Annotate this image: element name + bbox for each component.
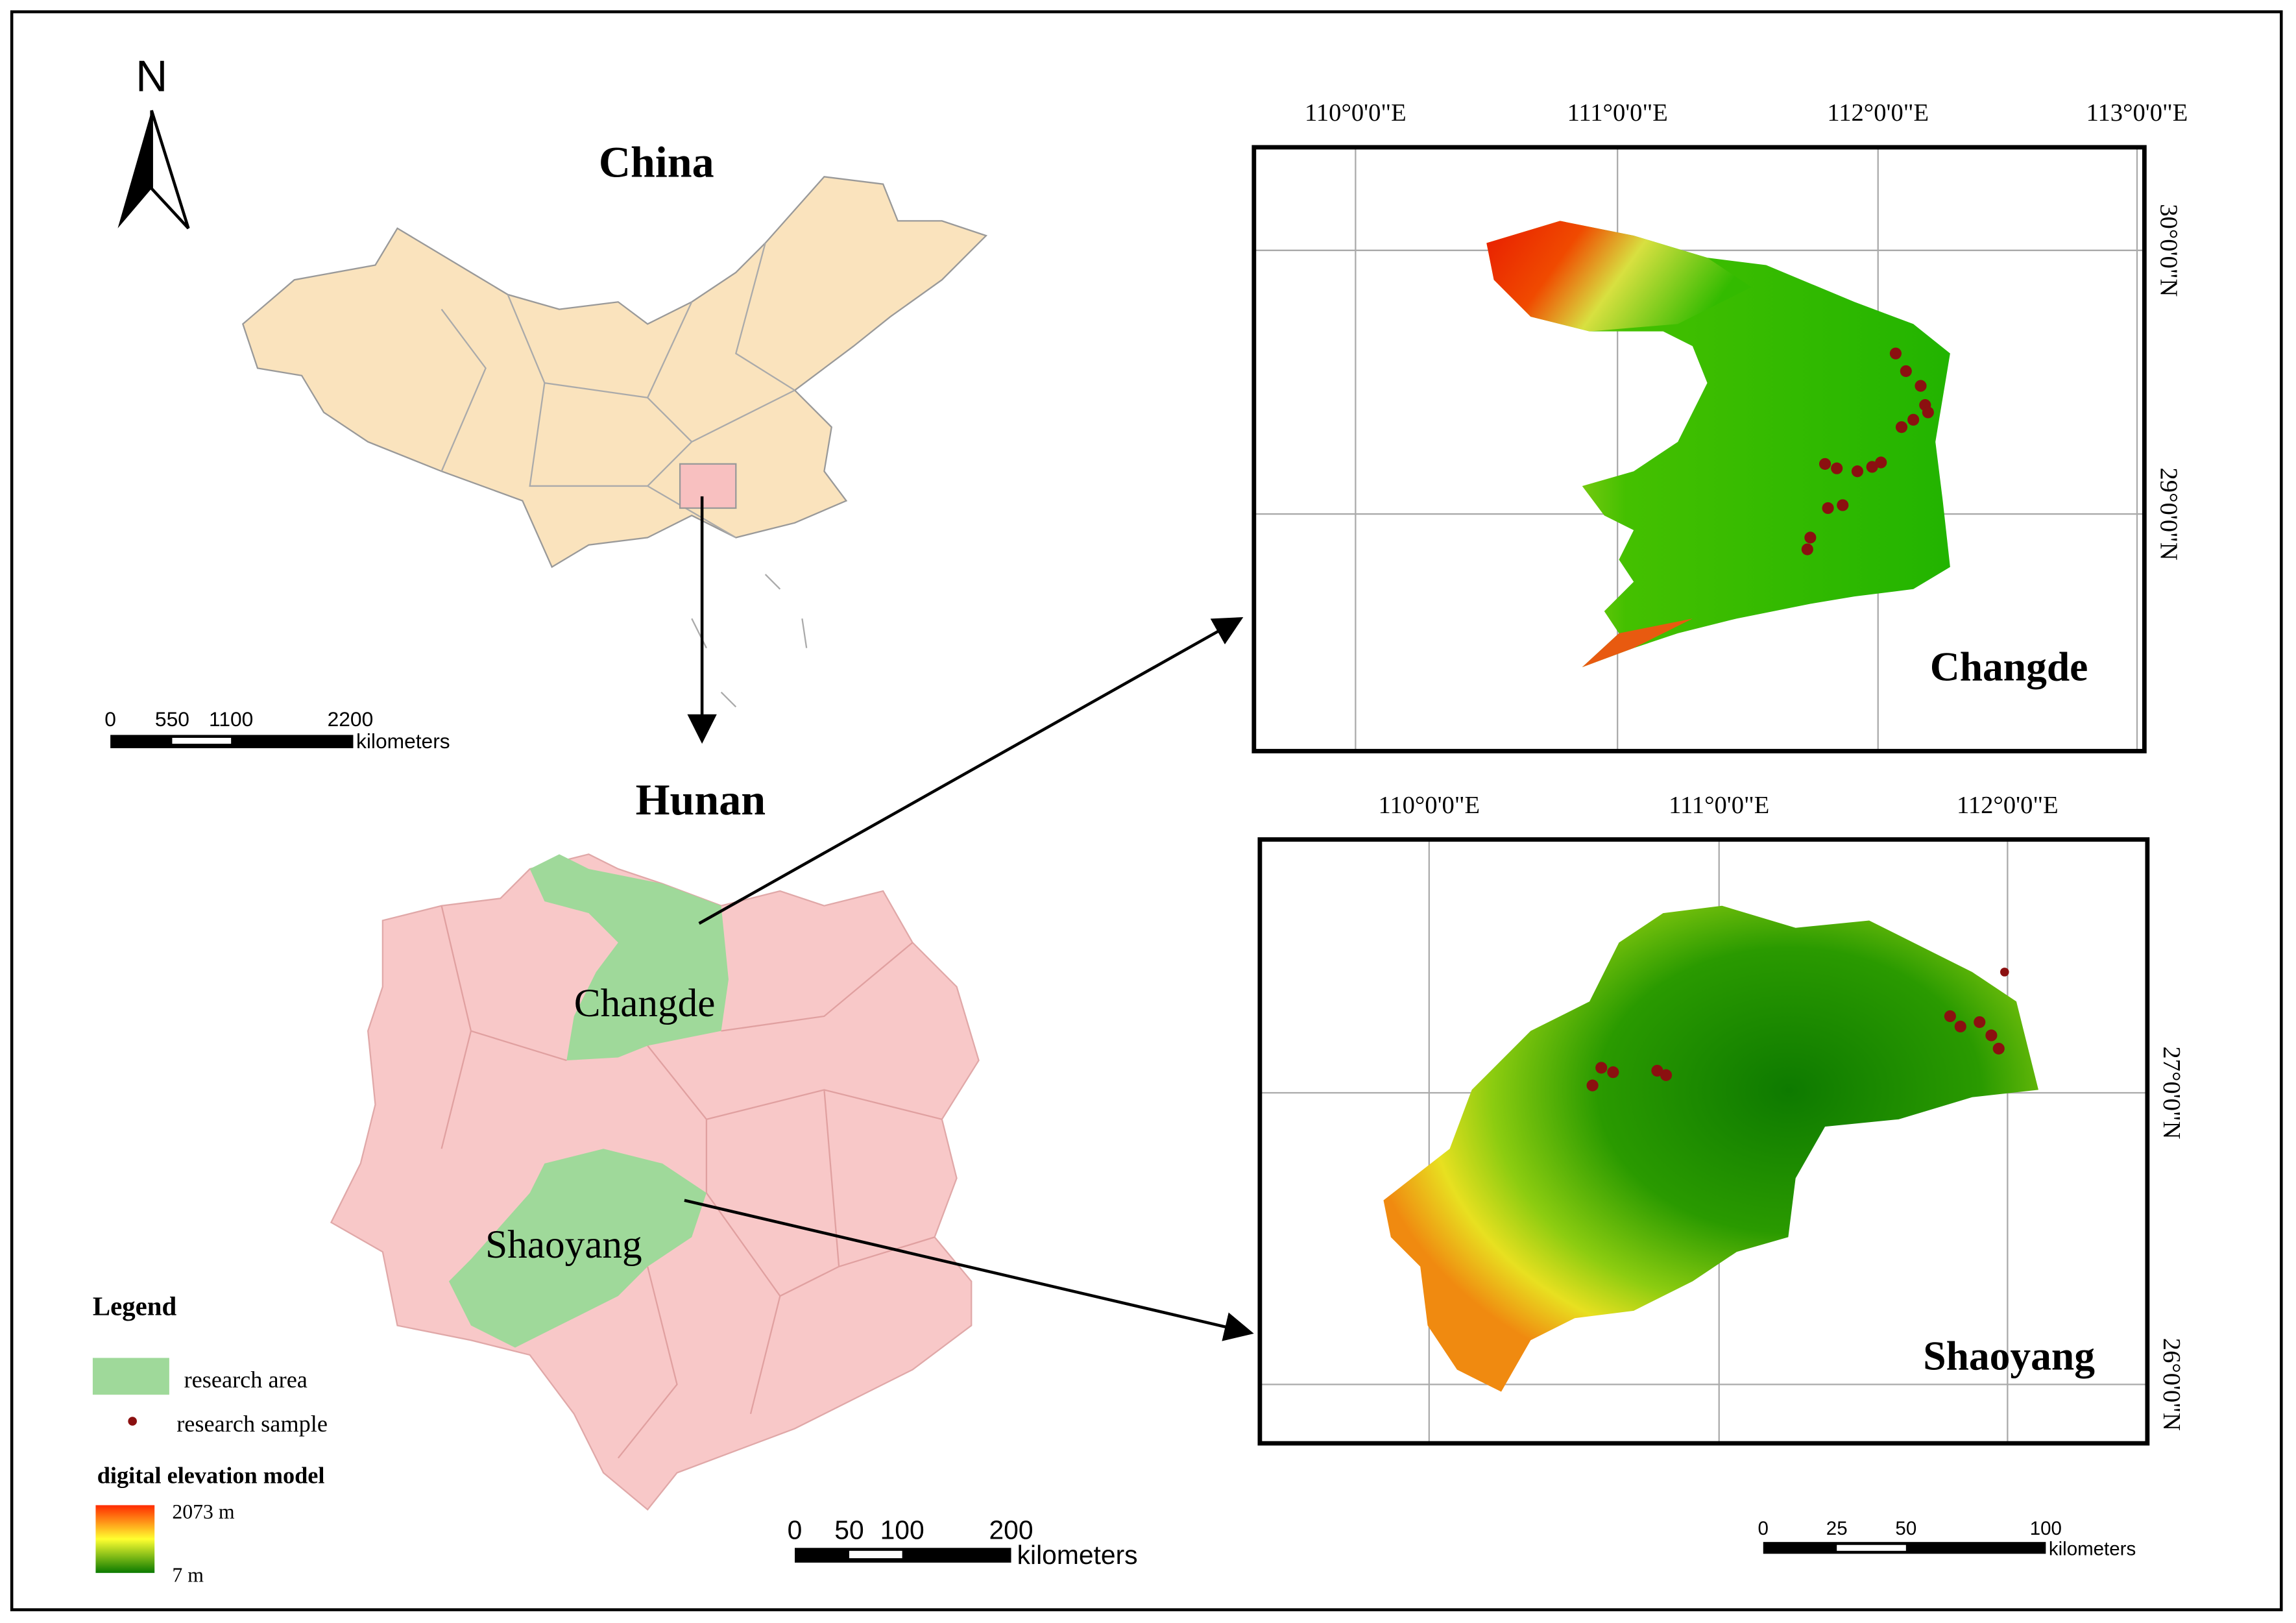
scale-label: 100 [880, 1515, 924, 1545]
islands [691, 574, 808, 708]
legend-label: research area [184, 1367, 308, 1393]
china-title: China [599, 137, 714, 186]
scale-label: 1100 [209, 707, 253, 731]
arrow [684, 1199, 1254, 1341]
lat-label: 27°0'0"N [2158, 1046, 2185, 1139]
scale-bar [110, 735, 354, 748]
sample-points [1801, 347, 1934, 555]
changde-area [529, 854, 729, 1061]
legend-swatch [128, 1417, 137, 1426]
lat-label: 30°0'0"N [2155, 204, 2182, 297]
region-label: Shaoyang [485, 1223, 642, 1267]
changde-dem [1486, 221, 1950, 668]
scale-unit: kilometers [356, 729, 450, 753]
lon-label: 111°0'0"E [1669, 792, 1769, 819]
dem-min: 7 m [172, 1563, 204, 1586]
shaoyang-dem [1383, 905, 2038, 1392]
lon-label: 111°0'0"E [1567, 99, 1668, 127]
legend-swatch [92, 1358, 169, 1395]
legend-title: Legend [93, 1292, 177, 1321]
scale-label: 2200 [328, 707, 374, 731]
scale-label: 550 [155, 707, 189, 731]
scale-label: 0 [788, 1515, 803, 1545]
north-arrow [150, 110, 190, 230]
north-label: N [136, 52, 167, 101]
scale-label: 200 [989, 1515, 1033, 1545]
dem-ramp [95, 1505, 155, 1573]
city-boundaries [441, 905, 943, 1459]
scale-unit: kilometers [2049, 1539, 2136, 1560]
scale-label: 50 [834, 1515, 864, 1545]
map-frame [1257, 837, 2150, 1446]
shaoyang-area [448, 1149, 707, 1348]
lon-label: 110°0'0"E [1305, 99, 1407, 127]
legend-subtitle: digital elevation model [97, 1462, 325, 1488]
lat-label: 29°0'0"N [2155, 467, 2182, 560]
scale-bar [172, 738, 232, 744]
map-frame [1251, 145, 2147, 753]
scale-label: 50 [1895, 1518, 1916, 1539]
scale-bar [849, 1550, 902, 1559]
scale-label: 0 [104, 707, 116, 731]
north-arrow [117, 110, 152, 228]
sample-points [1586, 968, 2009, 1092]
hunan-highlight [679, 463, 737, 509]
lon-label: 110°0'0"E [1378, 792, 1480, 819]
map-title: Shaoyang [1923, 1333, 2095, 1379]
china-outline [242, 176, 988, 568]
scale-label: 25 [1826, 1518, 1848, 1539]
scale-bar [1837, 1544, 1906, 1551]
hunan-title: Hunan [636, 775, 766, 824]
province-boundaries [441, 243, 795, 539]
lon-label: 112°0'0"E [1957, 792, 2059, 819]
lat-label: 26°0'0"N [2158, 1338, 2185, 1431]
dem-max: 2073 m [172, 1500, 234, 1523]
map-title: Changde [1930, 644, 2088, 690]
region-label: Changde [574, 981, 716, 1025]
lon-label: 112°0'0"E [1827, 99, 1929, 127]
scale-bar [795, 1548, 1011, 1563]
changde-dem-high [1582, 618, 1693, 668]
scale-unit: kilometers [1017, 1540, 1138, 1570]
changde-dem-high [1486, 221, 1752, 332]
legend-label: research sample [176, 1411, 328, 1437]
arrow [698, 616, 1244, 925]
scale-label: 100 [2030, 1518, 2062, 1539]
scale-label: 0 [1758, 1518, 1769, 1539]
lon-label: 113°0'0"E [2086, 99, 2188, 127]
